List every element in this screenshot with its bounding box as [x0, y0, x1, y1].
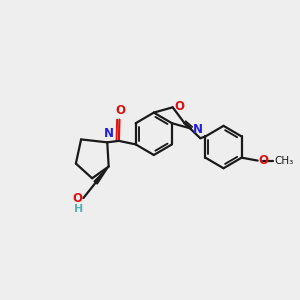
Text: CH₃: CH₃ — [274, 156, 293, 166]
Text: O: O — [115, 104, 125, 117]
Text: N: N — [103, 127, 113, 140]
Text: N: N — [193, 123, 203, 136]
Text: O: O — [175, 100, 185, 112]
Text: O: O — [259, 154, 269, 167]
Polygon shape — [94, 167, 109, 184]
Text: H: H — [74, 205, 83, 214]
Text: O: O — [72, 192, 82, 205]
